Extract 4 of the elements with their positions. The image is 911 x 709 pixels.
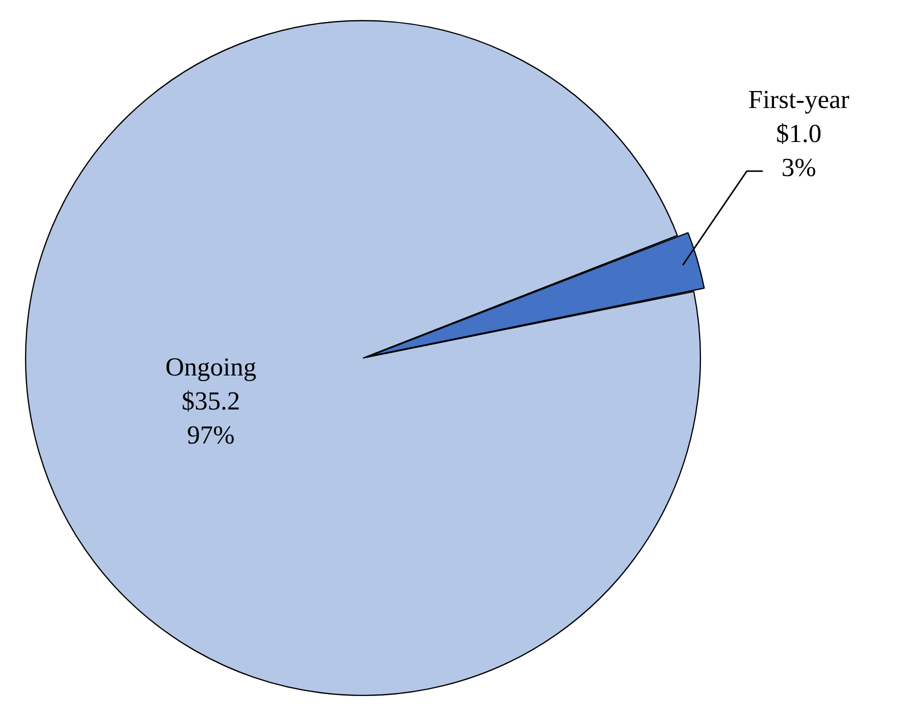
slice-label: Ongoing: [165, 352, 256, 382]
slice-label: First-year: [748, 84, 850, 114]
data-label: $35.2 97%: [182, 386, 240, 450]
data-label: $1.0 3%: [776, 118, 822, 182]
